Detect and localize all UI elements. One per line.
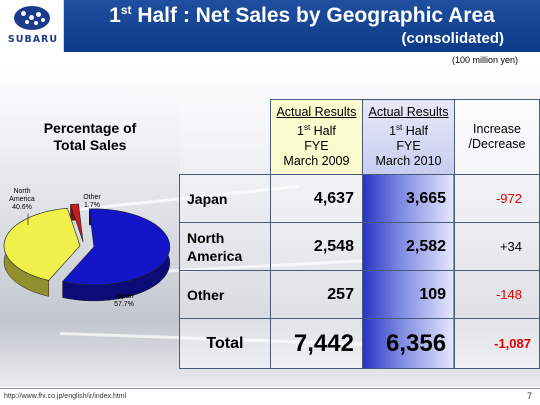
- page-title: 1st Half : Net Sales by Geographic Area: [109, 3, 495, 27]
- row-label-other: Other: [179, 270, 271, 319]
- page-subtitle: (consolidated): [401, 30, 504, 47]
- row-label-total: Total: [179, 318, 271, 369]
- table-row-total: Total 7,442 6,356 -1,087: [179, 318, 540, 369]
- table-row-japan: Japan 4,637 3,665 -972: [179, 174, 540, 223]
- value-total-2009: 7,442: [269, 318, 363, 369]
- header-empty-cell: [179, 99, 271, 175]
- column-header-increase-decrease: Increase /Decrease: [454, 99, 540, 175]
- value-other-2010: 109: [361, 270, 456, 319]
- table-header-row: Actual Results 1st Half FYE March 2009 A…: [179, 99, 540, 175]
- column-header-fye-2010: Actual Results 1st Half FYE March 2010: [361, 99, 456, 175]
- unit-note: (100 million yen): [451, 55, 518, 65]
- header-banner: 1st Half : Net Sales by Geographic Area …: [64, 0, 540, 52]
- pie-slice-north-america: [3, 207, 81, 281]
- logo: SUBARU: [0, 0, 64, 52]
- value-total-diff: -1,087: [454, 318, 540, 369]
- value-north-america-diff: +34: [454, 222, 540, 271]
- pie-slice-japan: [62, 208, 171, 286]
- table-row-north-america: North America 2,548 2,582 +34: [179, 222, 540, 271]
- row-label-north-america: North America: [179, 222, 271, 271]
- value-japan-2009: 4,637: [269, 174, 363, 223]
- net-sales-table: Actual Results 1st Half FYE March 2009 A…: [179, 99, 540, 369]
- value-japan-diff: -972: [454, 174, 540, 223]
- column-header-fye-2009: Actual Results 1st Half FYE March 2009: [269, 99, 363, 175]
- pie-label-japan: Japan 57.7%: [114, 293, 134, 308]
- pie-label-other: Other 1.7%: [83, 194, 101, 209]
- row-label-japan: Japan: [179, 174, 271, 223]
- pie-chart: Japan 57.7% North America 40.6% Other 1.7%: [3, 188, 171, 308]
- table-row-other: Other 257 109 -148: [179, 270, 540, 319]
- pleiades-logo-icon: [14, 6, 50, 30]
- pie-slice-other: [70, 203, 84, 243]
- logo-text: SUBARU: [7, 34, 59, 45]
- pie-label-north-america: North America 40.6%: [9, 188, 35, 211]
- value-other-diff: -148: [454, 270, 540, 319]
- value-total-2010: 6,356: [361, 318, 456, 369]
- footer-url: http://www.fhi.co.jp/english/ir/index.ht…: [4, 393, 127, 400]
- value-other-2009: 257: [269, 270, 363, 319]
- pie-chart-title: Percentage of Total Sales: [43, 120, 137, 153]
- value-north-america-2009: 2,548: [269, 222, 363, 271]
- value-north-america-2010: 2,582: [361, 222, 456, 271]
- footer-divider: [0, 388, 540, 389]
- page-number: 7: [526, 391, 532, 401]
- value-japan-2010: 3,665: [361, 174, 456, 223]
